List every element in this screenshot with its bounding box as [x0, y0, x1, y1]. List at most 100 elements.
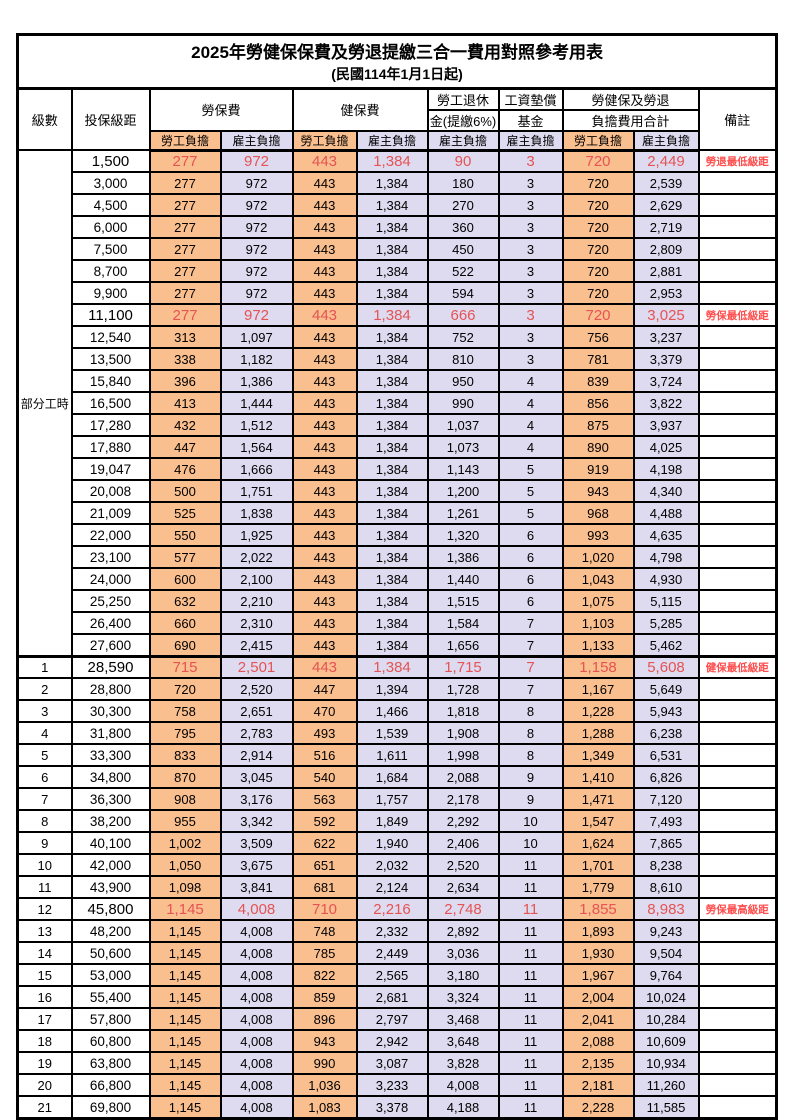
note-cell [697, 369, 778, 394]
health-employer-cell: 2,942 [355, 1029, 429, 1054]
pension-employer-cell: 1,584 [426, 611, 500, 636]
wagefund-employer-cell: 4 [497, 369, 564, 394]
labor-employer-cell: 972 [219, 171, 294, 196]
total-employee-cell: 1,288 [561, 721, 635, 746]
pension-employer-cell: 752 [426, 325, 500, 350]
labor-employee-cell: 1,050 [148, 853, 222, 878]
labor-employer-cell: 4,008 [219, 941, 294, 966]
health-employer-cell: 1,384 [355, 435, 429, 460]
labor-employer-cell: 1,838 [219, 501, 294, 526]
bracket-cell: 21,009 [70, 501, 151, 526]
total-employer-cell: 4,198 [632, 457, 700, 482]
health-employer-cell: 1,384 [355, 149, 429, 174]
labor-employee-cell: 447 [148, 435, 222, 460]
total-employer-cell: 8,238 [632, 853, 700, 878]
wagefund-employer-cell: 11 [497, 985, 564, 1010]
labor-employer-cell: 1,564 [219, 435, 294, 460]
health-employer-cell: 1,384 [355, 545, 429, 570]
labor-employer-cell: 972 [219, 259, 294, 284]
pension-employer-cell: 1,728 [426, 677, 500, 702]
pension-employer-cell: 3,648 [426, 1029, 500, 1054]
total-employer-cell: 4,488 [632, 501, 700, 526]
labor-employee-cell: 277 [148, 171, 222, 196]
pension-employer-cell: 1,200 [426, 479, 500, 504]
pension-employer-cell: 2,520 [426, 853, 500, 878]
health-employee-cell: 1,083 [291, 1095, 358, 1120]
health-employee-cell: 443 [291, 413, 358, 438]
total-employer-cell: 6,826 [632, 765, 700, 790]
level-cell: 18 [16, 1029, 73, 1054]
note-cell [697, 545, 778, 570]
wagefund-employer-cell: 3 [497, 237, 564, 262]
level-cell: 9 [16, 831, 73, 856]
table-row: 11 43,900 1,098 3,841 681 2,124 2,634 11 1,779 8,… [16, 875, 778, 900]
total-employer-cell: 7,493 [632, 809, 700, 834]
labor-employer-cell: 2,651 [219, 699, 294, 724]
labor-employer-cell: 4,008 [219, 1095, 294, 1120]
note-cell [697, 721, 778, 746]
total-employee-cell: 2,181 [561, 1073, 635, 1098]
health-employer-cell: 2,032 [355, 853, 429, 878]
note-cell [697, 325, 778, 350]
total-employee-cell: 756 [561, 325, 635, 350]
pension-employer-cell: 1,440 [426, 567, 500, 592]
note-cell: 勞保最高級距 [697, 897, 778, 922]
table-row: 1 28,590 715 2,501 443 1,384 1,715 7 1,158 5,608 健… [16, 654, 778, 680]
table-row: 19 63,800 1,145 4,008 990 3,087 3,828 11 2,135 10… [16, 1051, 778, 1076]
level-cell: 4 [16, 721, 73, 746]
labor-employee-cell: 632 [148, 589, 222, 614]
total-employee-cell: 919 [561, 457, 635, 482]
pension-employer-cell: 950 [426, 369, 500, 394]
health-employee-cell: 443 [291, 567, 358, 592]
total-employee-cell: 720 [561, 237, 635, 262]
header-row-burden: 勞工負擔 雇主負擔 勞工負擔 雇主負擔 雇主負擔 雇主負擔 勞工負擔 雇主負擔 [18, 129, 777, 152]
wagefund-employer-cell: 3 [497, 171, 564, 196]
bracket-cell: 7,500 [70, 237, 151, 262]
note-cell [697, 523, 778, 548]
table-row: 3,000 277 972 443 1,384 180 3 720 2,539 [18, 171, 778, 196]
level-cell: 11 [16, 875, 73, 900]
labor-employer-cell: 972 [219, 281, 294, 306]
table-row: 20,008 500 1,751 443 1,384 1,200 5 943 4,340 [18, 479, 778, 504]
labor-employer-cell: 2,783 [219, 721, 294, 746]
health-employee-cell: 443 [291, 303, 358, 328]
note-cell [697, 853, 778, 878]
table-row: 11,100 277 972 443 1,384 666 3 720 3,025 勞保最低級距 [18, 303, 778, 328]
health-employee-cell: 443 [291, 193, 358, 218]
note-cell [697, 765, 778, 790]
health-employer-cell: 1,384 [355, 501, 429, 526]
note-cell [697, 1095, 778, 1120]
col-header-total-line2: 負擔費用合計 [561, 108, 700, 132]
subheader-labor-employee: 勞工負擔 [148, 129, 222, 152]
health-employer-cell: 1,466 [355, 699, 429, 724]
wagefund-employer-cell: 7 [497, 633, 564, 658]
pension-employer-cell: 4,188 [426, 1095, 500, 1120]
total-employee-cell: 943 [561, 479, 635, 504]
col-header-labor-insurance: 勞保費 [148, 87, 294, 132]
health-employer-cell: 1,384 [355, 611, 429, 636]
health-employee-cell: 859 [291, 985, 358, 1010]
table-row: 6,000 277 972 443 1,384 360 3 720 2,719 [18, 215, 778, 240]
labor-employee-cell: 715 [148, 654, 222, 680]
total-employer-cell: 6,238 [632, 721, 700, 746]
table-row: 24,000 600 2,100 443 1,384 1,440 6 1,043 4,930 [18, 567, 778, 592]
health-employer-cell: 3,233 [355, 1073, 429, 1098]
labor-employer-cell: 2,210 [219, 589, 294, 614]
labor-employee-cell: 396 [148, 369, 222, 394]
health-employer-cell: 1,384 [355, 413, 429, 438]
health-employer-cell: 3,087 [355, 1051, 429, 1076]
level-cell: 5 [16, 743, 73, 768]
bracket-cell: 8,700 [70, 259, 151, 284]
table-row: 4,500 277 972 443 1,384 270 3 720 2,629 [18, 193, 778, 218]
col-header-pension-line2: 金(提繳6%) [426, 108, 500, 132]
wagefund-employer-cell: 8 [497, 721, 564, 746]
labor-employer-cell: 2,914 [219, 743, 294, 768]
pension-employer-cell: 990 [426, 391, 500, 416]
total-employee-cell: 2,228 [561, 1095, 635, 1120]
pension-employer-cell: 1,656 [426, 633, 500, 658]
health-employer-cell: 1,384 [355, 325, 429, 350]
wagefund-employer-cell: 4 [497, 435, 564, 460]
total-employee-cell: 781 [561, 347, 635, 372]
health-employee-cell: 443 [291, 281, 358, 306]
health-employee-cell: 443 [291, 325, 358, 350]
